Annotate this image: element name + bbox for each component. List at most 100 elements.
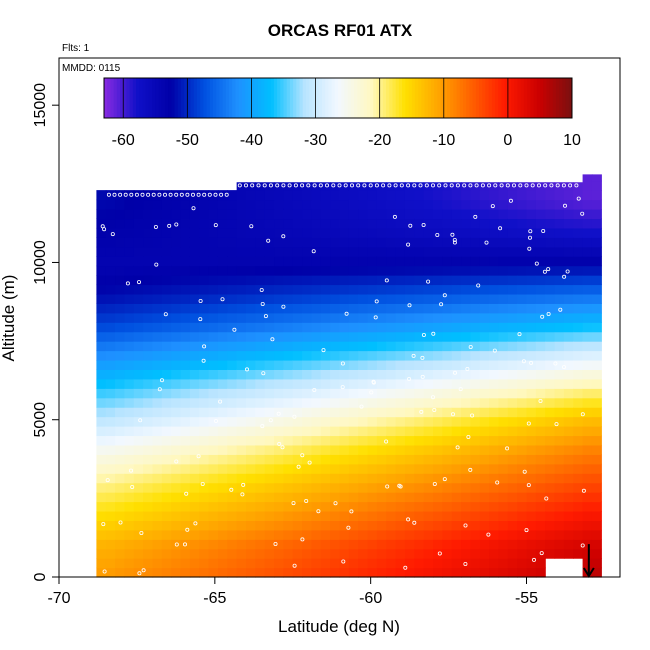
heatmap-cell	[105, 350, 116, 361]
heatmap-cell	[217, 558, 228, 569]
heatmap-cell	[386, 246, 397, 257]
heatmap-cell	[507, 501, 518, 512]
heatmap-cell	[591, 416, 602, 427]
heatmap-cell	[152, 397, 163, 408]
heatmap-cell	[376, 369, 387, 380]
heatmap-cell	[358, 218, 369, 229]
heatmap-cell	[311, 463, 322, 474]
heatmap-cell	[302, 350, 313, 361]
heatmap-cell	[367, 548, 378, 559]
heatmap-cell	[451, 331, 462, 342]
heatmap-cell	[236, 501, 247, 512]
heatmap-cell	[115, 378, 126, 389]
heatmap-cell	[171, 312, 182, 323]
heatmap-cell	[414, 482, 425, 493]
heatmap-cell	[264, 397, 275, 408]
heatmap-cell	[358, 293, 369, 304]
heatmap-cell	[573, 482, 584, 493]
heatmap-cell	[255, 275, 266, 286]
colorbar-swatch	[241, 78, 246, 118]
colorbar-swatch	[309, 78, 313, 118]
heatmap-cell	[255, 341, 266, 352]
heatmap-cell	[246, 199, 256, 210]
heatmap-cell	[414, 388, 425, 399]
heatmap-cell	[517, 529, 528, 540]
heatmap-cell	[517, 256, 528, 267]
sample-point	[374, 183, 379, 188]
heatmap-cell	[498, 454, 509, 465]
colorbar-swatch	[190, 78, 195, 118]
heatmap-cell	[311, 369, 322, 380]
sample-point	[580, 412, 585, 417]
heatmap-cell	[255, 482, 266, 493]
heatmap-cell	[386, 359, 397, 370]
sample-point	[118, 192, 123, 197]
heatmap-cell	[161, 303, 172, 314]
heatmap-cell	[395, 407, 406, 418]
heatmap-cell	[208, 567, 219, 578]
heatmap-cell	[320, 208, 331, 220]
heatmap-cell	[451, 208, 462, 220]
heatmap-cell	[339, 482, 350, 493]
heatmap-cell	[236, 190, 247, 201]
heatmap-cell	[554, 435, 565, 446]
heatmap-cell	[591, 407, 602, 418]
heatmap-cell	[367, 303, 378, 314]
heatmap-cell	[115, 482, 126, 493]
heatmap-cell	[217, 388, 228, 399]
heatmap-cell	[320, 331, 331, 342]
heatmap-cell	[180, 256, 191, 267]
y-tick-label: 0	[32, 572, 49, 581]
heatmap-cell	[180, 369, 191, 380]
heatmap-cell	[573, 520, 584, 531]
heatmap-cell	[115, 435, 126, 446]
heatmap-cell	[423, 350, 434, 361]
heatmap-cell	[386, 444, 397, 455]
heatmap-cell	[105, 397, 116, 408]
sample-point	[553, 361, 558, 366]
heatmap-cell	[573, 312, 584, 323]
heatmap-cell	[423, 482, 434, 493]
heatmap-cell	[330, 473, 341, 484]
heatmap-cell	[545, 454, 556, 465]
heatmap-cell	[311, 435, 322, 446]
sample-point	[443, 183, 448, 188]
heatmap-cell	[199, 444, 210, 455]
heatmap-cell	[236, 331, 247, 342]
sample-point	[185, 192, 190, 197]
heatmap-cell	[302, 359, 313, 370]
sample-point	[102, 569, 107, 574]
colorbar-swatch	[312, 78, 317, 118]
sample-point	[256, 183, 261, 188]
heatmap-cell	[161, 407, 172, 418]
heatmap-cell	[451, 359, 462, 370]
heatmap-cell	[124, 416, 135, 427]
heatmap-cell	[330, 435, 341, 446]
heatmap-cell	[591, 303, 602, 314]
heatmap-cell	[143, 227, 154, 238]
heatmap-cell	[470, 482, 481, 493]
heatmap-cell	[517, 303, 528, 314]
heatmap-cell	[264, 199, 275, 210]
heatmap-cell	[367, 312, 378, 323]
heatmap-cell	[498, 510, 509, 521]
heatmap-cell	[404, 378, 415, 389]
colorbar-swatch	[552, 78, 557, 118]
heatmap-cell	[199, 529, 210, 540]
heatmap-cell	[96, 350, 107, 361]
heatmap-cell	[367, 435, 378, 446]
heatmap-cell	[423, 501, 434, 512]
heatmap-cell	[311, 303, 322, 314]
heatmap-cell	[517, 322, 528, 333]
heatmap-cell	[535, 284, 546, 295]
heatmap-cell	[535, 378, 546, 389]
heatmap-cell	[339, 303, 350, 314]
colorbar-swatch	[392, 78, 397, 118]
heatmap-cell	[189, 529, 200, 540]
heatmap-cell	[105, 322, 116, 333]
colorbar-tick-label: -10	[432, 132, 455, 149]
heatmap-cell	[96, 322, 107, 333]
heatmap-cell	[367, 218, 378, 229]
heatmap-cell	[152, 227, 163, 238]
heatmap-cell	[115, 237, 126, 248]
